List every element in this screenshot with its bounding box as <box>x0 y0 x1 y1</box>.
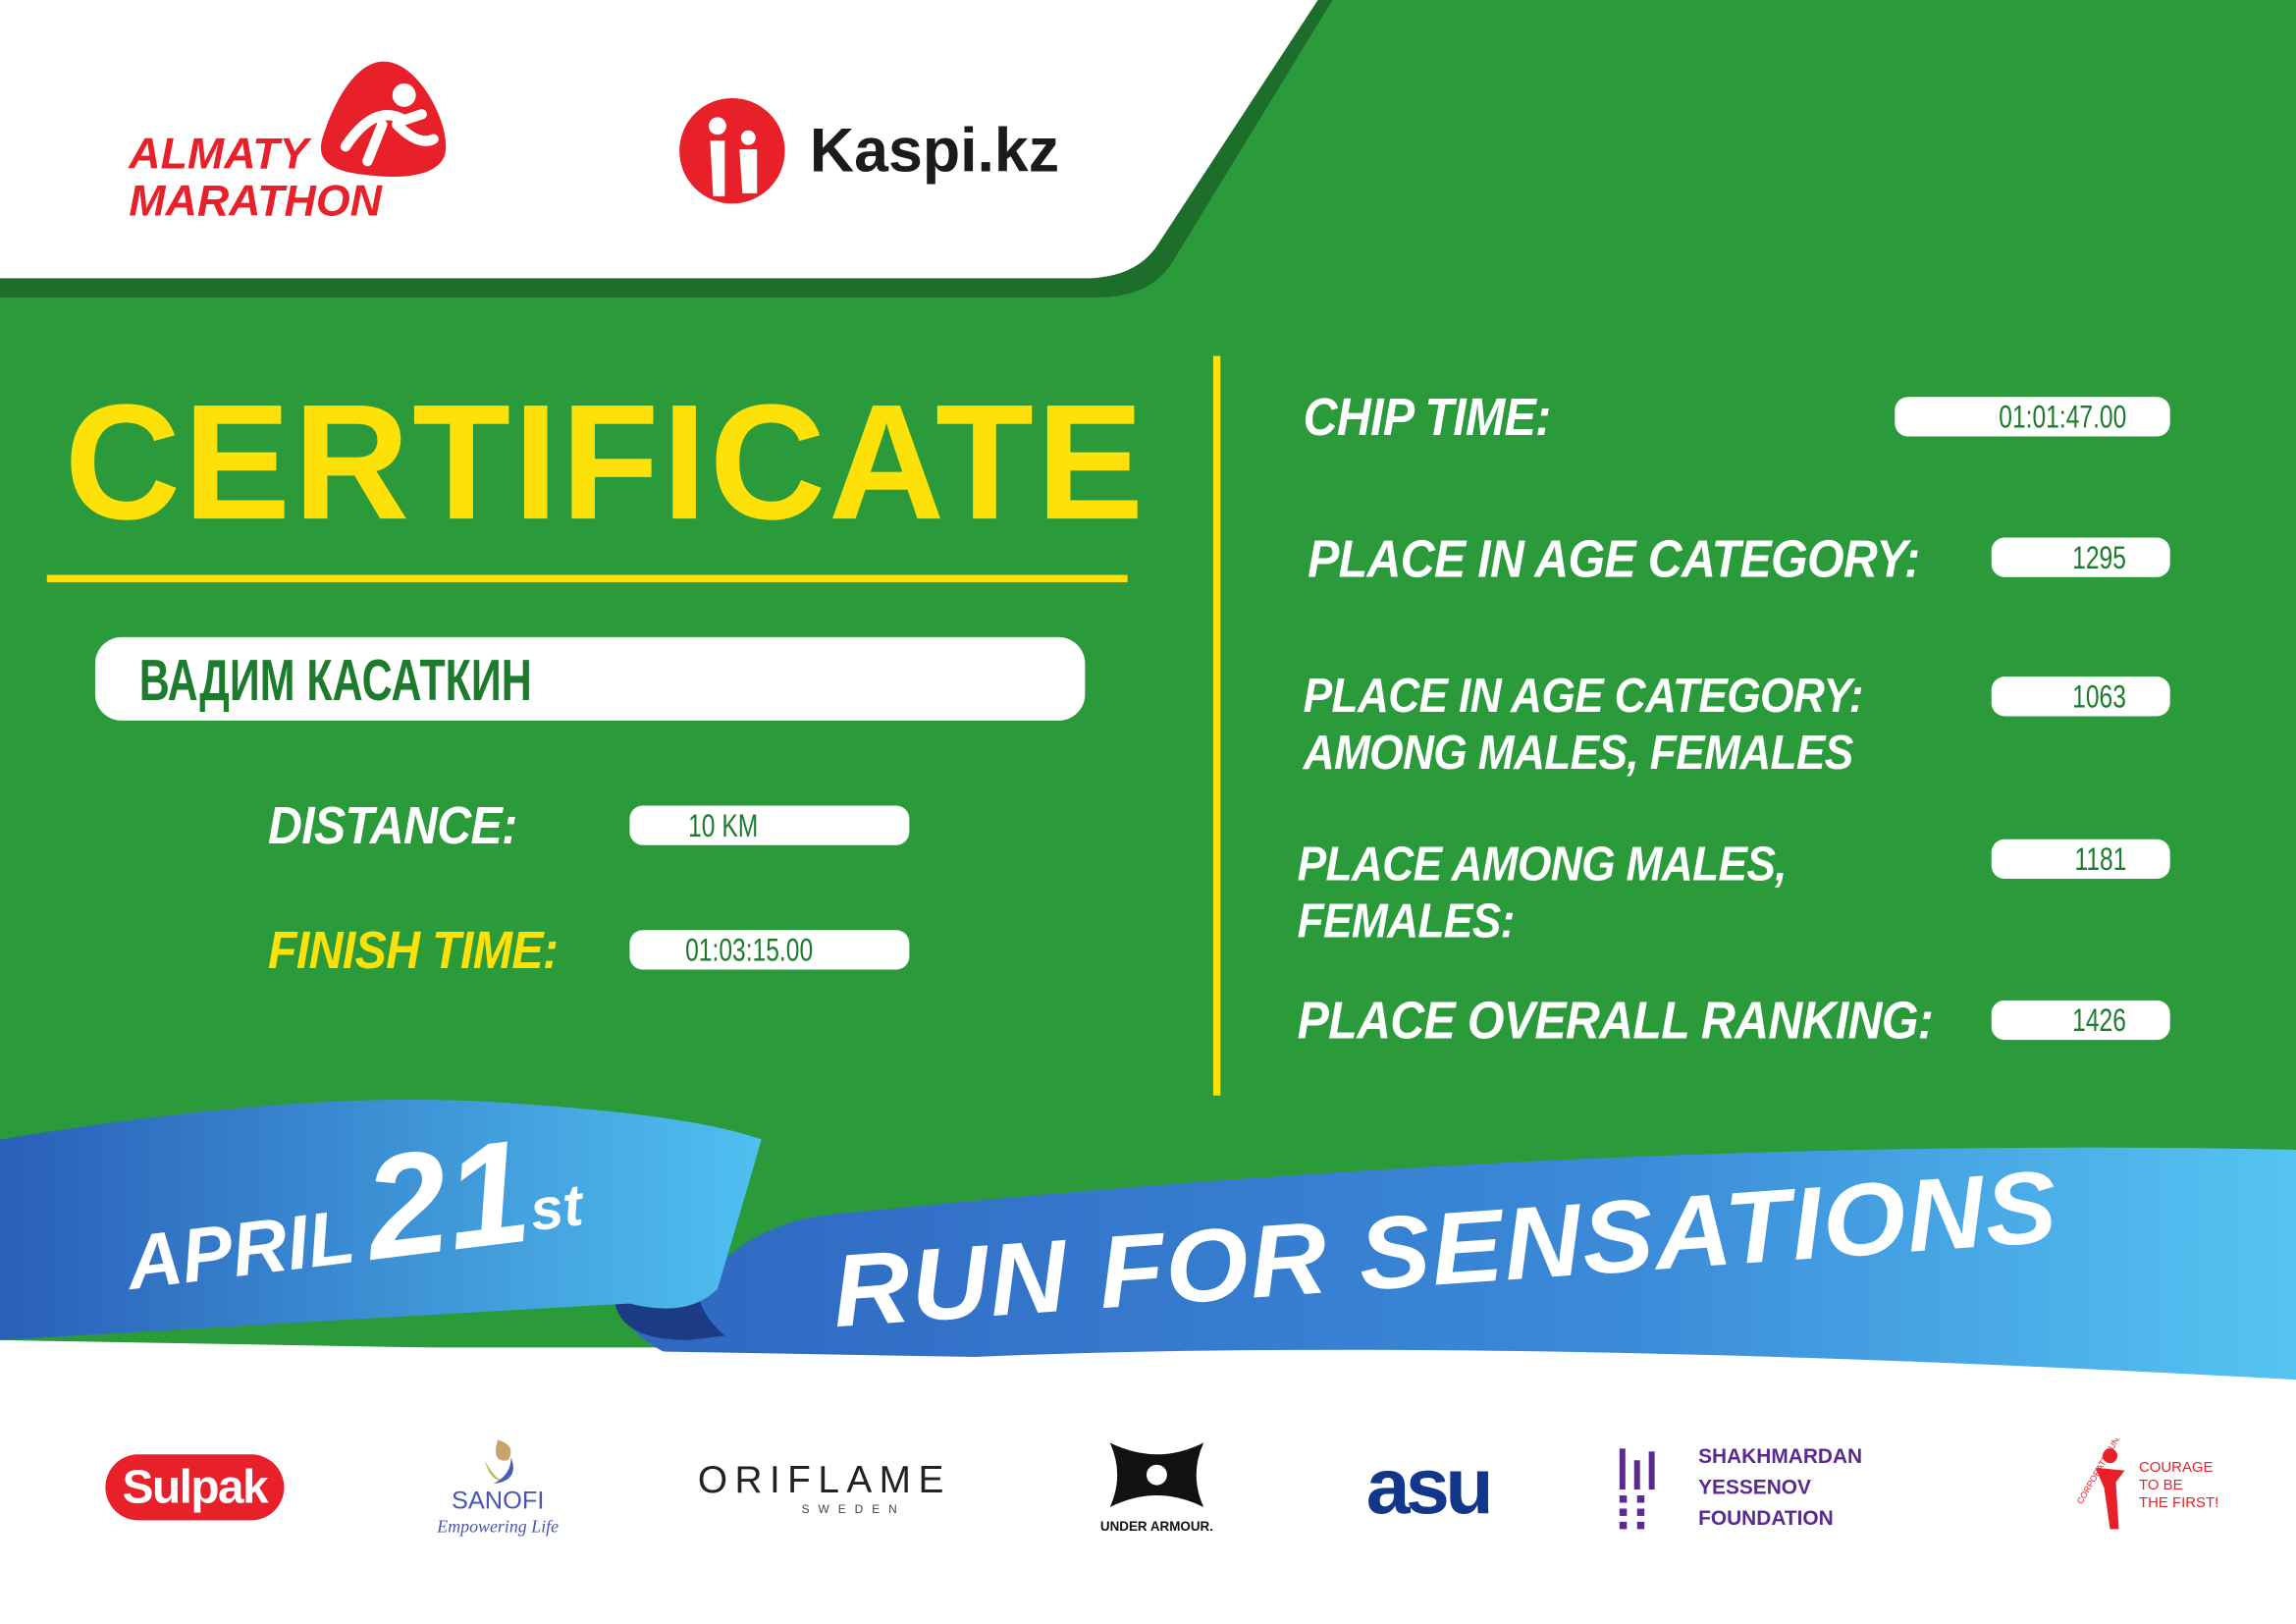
age-category-gender-value: 1063 <box>2072 677 2126 715</box>
age-category-gender-value-box: 1063 <box>1991 677 2170 717</box>
gender-place-label: FEMALES: <box>1297 893 1516 948</box>
event-day-suffix: st <box>526 1173 587 1244</box>
courage-fund-icon: CORPORATE FUND <box>2074 1438 2125 1530</box>
finish-time-value: 01:03:15.00 <box>685 931 814 969</box>
logo-text-line: MARATHON <box>129 177 382 226</box>
courage-text: COURAGE <box>2139 1460 2214 1477</box>
gender-place-value-box: 1181 <box>1991 839 2170 880</box>
sanofi-tagline: Empowering Life <box>437 1515 560 1537</box>
gender-place-value: 1181 <box>2074 840 2126 878</box>
oriflame-logo: ORIFLAME <box>697 1457 951 1502</box>
event-month: APRIL <box>122 1194 360 1307</box>
yessenov-logo-text: FOUNDATION <box>1698 1504 1834 1529</box>
event-day: 21 <box>355 1109 539 1292</box>
chip-time-value: 01:01:47.00 <box>1998 398 2126 436</box>
overall-ranking-label: PLACE OVERALL RANKING: <box>1297 990 1934 1051</box>
kaspi-logo: Kaspi.kz <box>678 96 1059 204</box>
participant-name: ВАДИМ КАСАТКИН <box>138 648 532 714</box>
sponsor-asu: asu <box>1347 1428 1508 1544</box>
sanofi-logo: SANOFI <box>451 1486 545 1514</box>
sponsor-sulpak: Sulpak <box>90 1428 298 1544</box>
overall-ranking-value: 1426 <box>2072 1001 2126 1039</box>
courage-text: THE FIRST! <box>2139 1495 2219 1512</box>
participant-name-field: ВАДИМ КАСАТКИН <box>94 636 1086 721</box>
logo-text-line: ALMATY <box>129 130 309 179</box>
sponsor-oriflame: ORIFLAME SWEDEN <box>688 1428 960 1544</box>
asu-logo: asu <box>1365 1442 1494 1531</box>
finish-time-label: FINISH TIME: <box>267 919 559 980</box>
sponsor-sanofi: SANOFI Empowering Life <box>410 1428 586 1544</box>
yessenov-icon <box>1619 1448 1655 1530</box>
age-category-value: 1295 <box>2072 538 2126 576</box>
overall-ranking-value-box: 1426 <box>1991 1000 2170 1041</box>
certificate-title: CERTIFICATE <box>64 370 1148 554</box>
kaspi-icon <box>679 97 785 204</box>
age-category-label: PLACE IN AGE CATEGORY: <box>1308 528 1920 589</box>
sulpak-logo: Sulpak <box>104 1453 286 1520</box>
sponsor-under-armour: UNDER ARMOUR. <box>1069 1428 1245 1544</box>
age-category-gender-label: AMONG MALES, FEMALES <box>1303 725 1854 780</box>
kaspi-logo-text: Kaspi.kz <box>809 115 1060 185</box>
yessenov-logo-text: SHAKHMARDAN YESSENOV <box>1698 1443 1863 1498</box>
age-category-gender-label: PLACE IN AGE CATEGORY: <box>1303 668 1864 723</box>
sanofi-icon <box>484 1438 513 1484</box>
distance-value-box: 10 KM <box>629 805 910 845</box>
sponsor-courage-fund: CORPORATE FUND COURAGE TO BE THE FIRST! <box>2050 1428 2225 1544</box>
finish-time-value-box: 01:03:15.00 <box>629 930 910 970</box>
runner-drop-icon <box>320 61 447 177</box>
under-armour-icon <box>1109 1442 1204 1507</box>
courage-text: TO BE <box>2139 1478 2183 1494</box>
gender-place-label: PLACE AMONG MALES, <box>1297 836 1788 891</box>
distance-label: DISTANCE: <box>267 794 517 856</box>
under-armour-logo: UNDER ARMOUR. <box>1099 1518 1213 1534</box>
distance-value: 10 KM <box>688 806 759 844</box>
almaty-marathon-logo: ALMATY MARATHON <box>129 59 465 235</box>
chip-time-value-box: 01:01:47.00 <box>1895 397 2170 437</box>
chip-time-label: CHIP TIME: <box>1303 386 1552 447</box>
age-category-value-box: 1295 <box>1991 537 2170 577</box>
sponsor-yessenov: SHAKHMARDAN YESSENOV FOUNDATION <box>1611 1428 1962 1544</box>
oriflame-sub: SWEDEN <box>801 1502 906 1516</box>
